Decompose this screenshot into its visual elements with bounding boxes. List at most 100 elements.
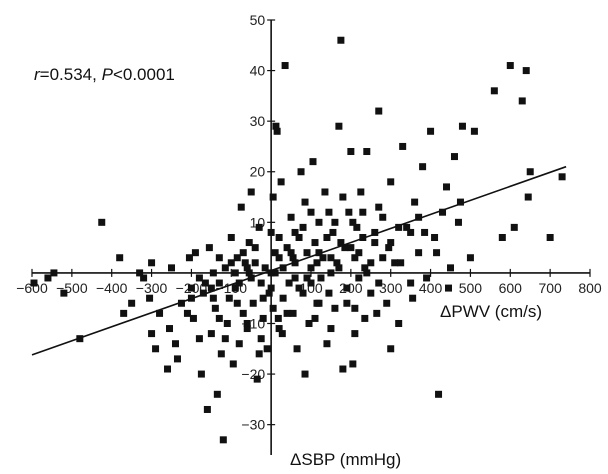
data-point xyxy=(349,360,357,368)
data-point xyxy=(387,178,395,186)
data-point xyxy=(351,304,359,312)
data-point xyxy=(307,208,315,216)
data-point xyxy=(199,289,207,297)
data-point xyxy=(325,289,333,297)
data-point xyxy=(339,365,347,373)
data-point xyxy=(458,122,466,130)
data-point xyxy=(241,259,249,267)
data-point xyxy=(203,405,211,413)
data-point xyxy=(466,254,474,262)
data-point xyxy=(343,284,351,292)
data-point xyxy=(275,254,283,262)
data-point xyxy=(295,234,303,241)
data-point xyxy=(30,279,38,287)
data-point xyxy=(140,274,148,282)
data-point xyxy=(235,340,243,348)
x-axis-title: ΔPWV (cm/s) xyxy=(440,302,542,321)
data-point xyxy=(409,294,417,302)
p-value: <0.0001 xyxy=(113,65,175,84)
data-point xyxy=(195,274,203,282)
x-tick-label: −300 xyxy=(136,280,168,296)
data-point xyxy=(289,309,297,317)
data-point xyxy=(247,188,255,196)
data-point xyxy=(207,284,215,292)
data-point xyxy=(315,299,323,307)
data-point xyxy=(257,279,265,287)
data-point xyxy=(347,244,355,252)
data-point xyxy=(164,365,172,373)
data-point xyxy=(353,223,361,231)
x-tick-label: 400 xyxy=(419,280,443,296)
data-point xyxy=(253,375,261,383)
r-symbol: r xyxy=(34,65,41,84)
correlation-annotation: r=0.534, P<0.0001 xyxy=(34,65,175,84)
data-point xyxy=(321,188,329,196)
data-point xyxy=(209,269,217,277)
data-point xyxy=(173,355,181,363)
data-point xyxy=(211,304,219,312)
data-point xyxy=(289,254,297,262)
data-point xyxy=(219,436,227,444)
data-point xyxy=(343,299,351,307)
data-point xyxy=(299,223,307,231)
data-point xyxy=(363,148,371,156)
data-point xyxy=(259,294,267,302)
data-point xyxy=(156,309,164,317)
data-point xyxy=(387,345,395,353)
data-point xyxy=(315,218,323,226)
data-point xyxy=(283,244,291,252)
y-tick-label: 50 xyxy=(250,12,266,28)
data-point xyxy=(278,330,286,338)
data-point xyxy=(291,274,299,282)
data-point xyxy=(287,249,295,257)
data-point xyxy=(337,36,345,44)
data-points xyxy=(30,36,566,444)
data-point xyxy=(213,390,221,398)
data-point xyxy=(44,274,52,282)
data-point xyxy=(454,218,462,226)
data-point xyxy=(197,370,205,378)
data-point xyxy=(259,314,267,322)
data-point xyxy=(299,289,307,297)
data-point xyxy=(325,208,333,216)
data-point xyxy=(223,319,231,327)
data-point xyxy=(120,309,128,317)
data-point xyxy=(337,239,345,247)
data-point xyxy=(435,390,443,398)
data-point xyxy=(415,213,423,221)
data-point xyxy=(327,269,335,277)
axes xyxy=(32,20,590,455)
data-point xyxy=(297,168,305,176)
data-point xyxy=(245,269,253,277)
data-point xyxy=(510,223,518,231)
data-point xyxy=(323,340,331,348)
data-point xyxy=(506,62,514,70)
data-point xyxy=(235,279,243,287)
data-point xyxy=(136,269,144,277)
data-point xyxy=(279,294,287,302)
data-point xyxy=(371,228,379,236)
x-tick-label: 300 xyxy=(379,280,403,296)
data-point xyxy=(411,198,419,206)
data-point xyxy=(267,228,275,236)
data-point xyxy=(379,213,387,221)
data-point xyxy=(275,234,283,241)
data-point xyxy=(221,335,229,343)
data-point xyxy=(327,325,335,333)
data-point xyxy=(269,304,277,312)
data-point xyxy=(239,309,247,317)
y-tick-label: 20 xyxy=(250,164,266,180)
data-point xyxy=(419,163,427,171)
data-point xyxy=(277,178,285,186)
data-point xyxy=(267,284,275,292)
data-point xyxy=(285,279,293,287)
data-point xyxy=(309,158,317,166)
data-point xyxy=(116,254,124,262)
x-tick-label: 600 xyxy=(499,280,523,296)
data-point xyxy=(375,203,383,211)
data-point xyxy=(272,122,280,130)
data-point xyxy=(470,127,478,135)
data-point xyxy=(233,299,241,307)
data-point xyxy=(445,284,453,292)
